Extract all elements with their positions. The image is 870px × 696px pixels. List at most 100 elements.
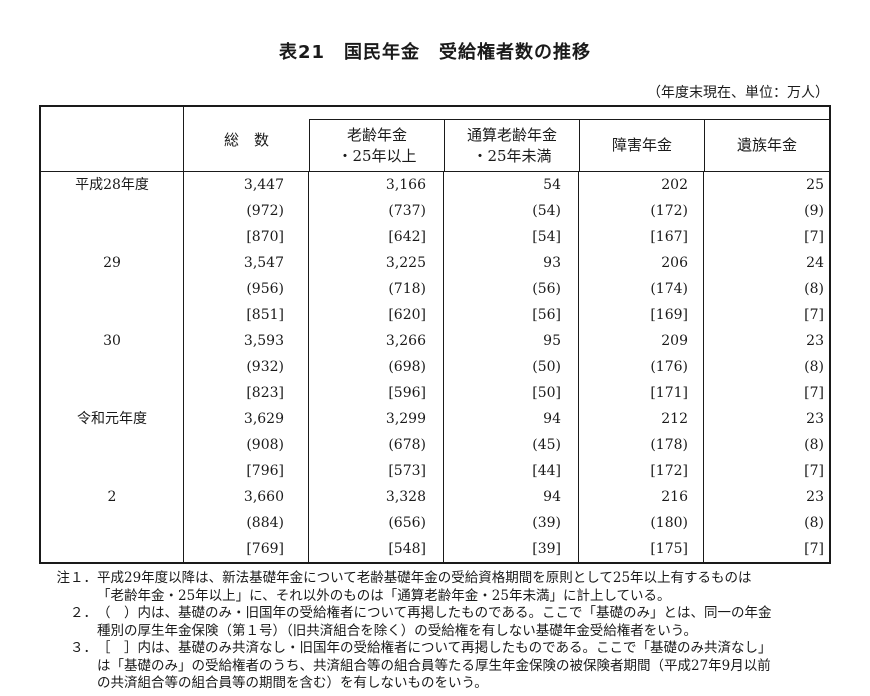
- value-cell: 93: [444, 250, 579, 276]
- value-cell: (972): [184, 198, 309, 224]
- pension-recipients-table: 総 数 老齢年金 ・25年以上 通算老齢年金 ・25年未満 障害年金 遺族年金 平成28年度…: [39, 105, 831, 564]
- value-cell: (678): [309, 432, 444, 458]
- value-cell: (8): [804, 515, 824, 531]
- value-cell: (176): [579, 354, 704, 380]
- value-cell: 3,547: [184, 250, 309, 276]
- value-cell: [167]: [579, 224, 704, 250]
- footnote-text: 種別の厚生年金保険（第１号）（旧共済組合を除く）の受給権を有しない基礎年金受給権…: [97, 622, 697, 639]
- footnote-line: ２．（ ）内は、基礎のみ・旧国年の受給権者について再掲したものである。ここで「基…: [53, 605, 831, 623]
- footnote-line: 注１． 平成29年度以降は、新法基礎年金について老齢基礎年金の受給資格期間を原則と…: [53, 570, 831, 588]
- unit-note: （年度末現在、単位：万人）: [647, 85, 829, 101]
- table-row: [851] [620] [56] [169] [7]: [41, 302, 829, 328]
- table-row: (884) (656) (39) (180) (8): [41, 510, 829, 536]
- value-cell: (9): [804, 203, 824, 219]
- year-cell: [41, 510, 184, 536]
- footnote-text: ［ ］内は、基礎のみ共済なし・旧国年の受給権者について再掲したものである。ここで…: [97, 640, 772, 656]
- column-header-box: 通算老齢年金 ・25年未満: [444, 119, 579, 171]
- value-cell: (884): [184, 510, 309, 536]
- page-title: 表21 国民年金 受給権者数の推移: [278, 42, 592, 63]
- value-cell: (39): [444, 510, 579, 536]
- column-header-line: 障害年金: [611, 136, 672, 155]
- table-row: 29 3,547 3,225 93 206 24: [41, 250, 829, 276]
- value-cell: [851]: [184, 302, 309, 328]
- value-cell: (8): [804, 437, 824, 453]
- year-cell: [41, 380, 184, 406]
- value-cell: 94: [444, 406, 579, 432]
- value-cell: (172): [579, 198, 704, 224]
- value-cell: 23: [806, 489, 824, 505]
- footnote-text: 平成29年度以降は、新法基礎年金について老齢基礎年金の受給資格期間を原則として2…: [97, 570, 752, 586]
- value-cell: 216: [579, 484, 704, 510]
- table-row: [870] [642] [54] [167] [7]: [41, 224, 829, 250]
- year-cell: [41, 432, 184, 458]
- year-cell: 令和元年度: [41, 406, 184, 432]
- column-header-box: 老齢年金 ・25年以上: [309, 119, 444, 171]
- table-row: 30 3,593 3,266 95 209 23: [41, 328, 829, 354]
- footnote-text: （ ）内は、基礎のみ・旧国年の受給権者について再掲したものである。ここで「基礎の…: [97, 605, 772, 621]
- value-cell: [171]: [579, 380, 704, 406]
- value-cell: 3,166: [309, 172, 444, 198]
- value-cell: (174): [579, 276, 704, 302]
- value-cell: [39]: [444, 536, 579, 562]
- year-cell: 2: [41, 484, 184, 510]
- year-cell: [41, 536, 184, 562]
- value-cell: (54): [444, 198, 579, 224]
- value-cell: [7]: [804, 463, 824, 479]
- value-cell: (908): [184, 432, 309, 458]
- table-body: 平成28年度 3,447 3,166 54 202 25 (972) (737) (54) (17…: [41, 172, 829, 562]
- footnote-text: 「老齢年金・25年以上」に、それ以外のものは「通算老齢年金・25年未満」に計上し…: [97, 587, 671, 604]
- column-header-line: 遺族年金: [736, 136, 797, 155]
- value-cell: 3,266: [309, 328, 444, 354]
- value-cell: [172]: [579, 458, 704, 484]
- column-header-line: 通算老齢年金: [466, 126, 557, 145]
- value-cell: 3,299: [309, 406, 444, 432]
- value-cell: [642]: [309, 224, 444, 250]
- table-row: [796] [573] [44] [172] [7]: [41, 458, 829, 484]
- value-cell: [54]: [444, 224, 579, 250]
- year-cell: 平成28年度: [41, 172, 184, 198]
- value-cell: 206: [579, 250, 704, 276]
- value-cell: 94: [444, 484, 579, 510]
- value-cell: (8): [804, 359, 824, 375]
- value-cell: 212: [579, 406, 704, 432]
- value-cell: 3,447: [184, 172, 309, 198]
- value-cell: (50): [444, 354, 579, 380]
- year-cell: [41, 276, 184, 302]
- year-cell: 30: [41, 328, 184, 354]
- value-cell: (698): [309, 354, 444, 380]
- value-cell: [596]: [309, 380, 444, 406]
- value-cell: 95: [444, 328, 579, 354]
- year-cell: [41, 458, 184, 484]
- value-cell: (656): [309, 510, 444, 536]
- value-cell: 25: [806, 177, 824, 193]
- value-cell: (180): [579, 510, 704, 536]
- column-header-box: 障害年金: [579, 119, 704, 171]
- column-header: 総 数: [223, 130, 269, 149]
- footnote-line: ３． ［ ］内は、基礎のみ共済なし・旧国年の受給権者について再掲したものである。こ…: [53, 640, 831, 658]
- year-cell: [41, 224, 184, 250]
- footnote-text: は「基礎のみ」の受給権者のうち、共済組合等の組合員等たる厚生年金保険の被保険者期…: [97, 657, 771, 674]
- footnotes: 注１． 平成29年度以降は、新法基礎年金について老齢基礎年金の受給資格期間を原則と…: [39, 570, 831, 693]
- column-header-box: 遺族年金: [704, 119, 829, 171]
- value-cell: [796]: [184, 458, 309, 484]
- value-cell: 202: [579, 172, 704, 198]
- value-cell: [7]: [804, 229, 824, 245]
- footnote-marker: [53, 658, 97, 676]
- column-header-year: [41, 107, 184, 171]
- footnote-line: は「基礎のみ」の受給権者のうち、共済組合等の組合員等たる厚生年金保険の被保険者期…: [53, 658, 831, 676]
- column-header-line: ・25年以上: [337, 146, 417, 165]
- value-cell: 3,328: [309, 484, 444, 510]
- footnote-text: の共済組合等の組合員等の期間を含む）を有しないものをいう。: [97, 675, 488, 691]
- footnote-marker: ２．: [70, 605, 97, 621]
- table-row: [769] [548] [39] [175] [7]: [41, 536, 829, 562]
- table-row: 2 3,660 3,328 94 216 23: [41, 484, 829, 510]
- value-cell: [50]: [444, 380, 579, 406]
- footnote-line: 種別の厚生年金保険（第１号）（旧共済組合を除く）の受給権を有しない基礎年金受給権…: [53, 623, 831, 641]
- value-cell: (932): [184, 354, 309, 380]
- value-cell: (718): [309, 276, 444, 302]
- footnote-marker: [53, 623, 97, 641]
- value-cell: (737): [309, 198, 444, 224]
- value-cell: 3,660: [184, 484, 309, 510]
- value-cell: (56): [444, 276, 579, 302]
- column-header: 通算老齢年金 ・25年未満: [444, 107, 579, 171]
